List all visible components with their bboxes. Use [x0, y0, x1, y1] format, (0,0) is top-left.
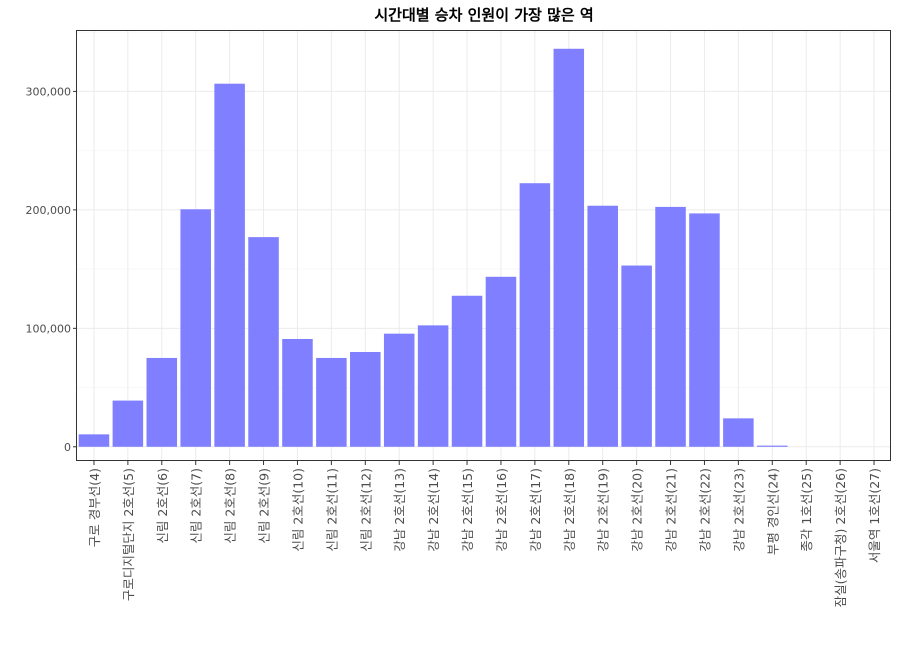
bar	[248, 237, 279, 447]
bar	[78, 434, 110, 447]
x-tick-label: 강남 2호선(13)	[392, 468, 407, 552]
y-tick-label: 300,000	[26, 85, 72, 98]
x-axis: 구로 경부선(4) 구로디지털단지 2호선(5) 신림 2호선(6) 신림 2호선(7…	[87, 461, 882, 607]
bar	[689, 213, 720, 447]
x-tick-label: 신림 2호선(10)	[290, 468, 305, 552]
plot-panel-border	[76, 30, 891, 461]
x-tick-label: 신림 2호선(11)	[324, 468, 339, 552]
bars	[78, 48, 788, 447]
x-tick-label: 신림 2호선(7)	[189, 468, 204, 544]
y-tick-label: 100,000	[26, 322, 72, 335]
x-tick-label: 강남 2호선(17)	[528, 468, 543, 552]
bar	[723, 418, 754, 447]
bar	[451, 295, 483, 447]
bar	[146, 357, 178, 447]
x-tick-label: 신림 2호선(12)	[358, 468, 373, 552]
bar	[180, 209, 211, 447]
chart-title: 시간대별 승차 인원이 가장 많은 역	[374, 6, 593, 24]
x-tick-label: 서울역 1호선(27)	[867, 468, 882, 563]
bar	[519, 183, 551, 447]
x-tick-label: 강남 2호선(15)	[460, 468, 475, 552]
x-tick-label: 강남 2호선(20)	[630, 468, 645, 552]
bar	[214, 83, 245, 447]
bar	[587, 205, 618, 447]
bar	[383, 333, 415, 447]
bar	[112, 400, 144, 447]
x-tick-label: 신림 2호선(9)	[257, 468, 272, 544]
bar	[316, 357, 347, 447]
x-tick-label: 강남 2호선(14)	[426, 468, 441, 552]
y-axis: 0 100,000 200,000 300,000	[26, 85, 77, 454]
x-tick-label: 종각 1호선(25)	[799, 468, 814, 552]
bar	[350, 352, 381, 447]
bar	[553, 48, 585, 447]
bar	[282, 338, 313, 447]
x-tick-label: 강남 2호선(21)	[664, 468, 679, 552]
bar	[485, 276, 517, 447]
x-tick-label: 강남 2호선(22)	[697, 468, 712, 552]
x-tick-label: 강남 2호선(23)	[731, 468, 746, 552]
bar	[417, 325, 449, 447]
x-tick-label: 강남 2호선(19)	[596, 468, 611, 552]
x-tick-label: 부평 경인선(24)	[765, 468, 780, 555]
bar	[757, 445, 788, 447]
x-tick-label: 강남 2호선(18)	[562, 468, 577, 552]
x-tick-label: 구로 경부선(4)	[87, 468, 102, 547]
x-tick-label: 신림 2호선(6)	[155, 468, 170, 544]
x-tick-label: 구로디지털단지 2호선(5)	[121, 468, 136, 601]
x-tick-label: 강남 2호선(16)	[494, 468, 509, 552]
x-tick-label: 신림 2호선(8)	[223, 468, 238, 544]
y-tick-label: 0	[64, 441, 71, 454]
x-tick-label: 잠실(송파구청) 2호선(26)	[833, 468, 848, 607]
bar	[621, 265, 652, 447]
y-tick-label: 200,000	[26, 204, 72, 217]
bar	[655, 206, 686, 447]
